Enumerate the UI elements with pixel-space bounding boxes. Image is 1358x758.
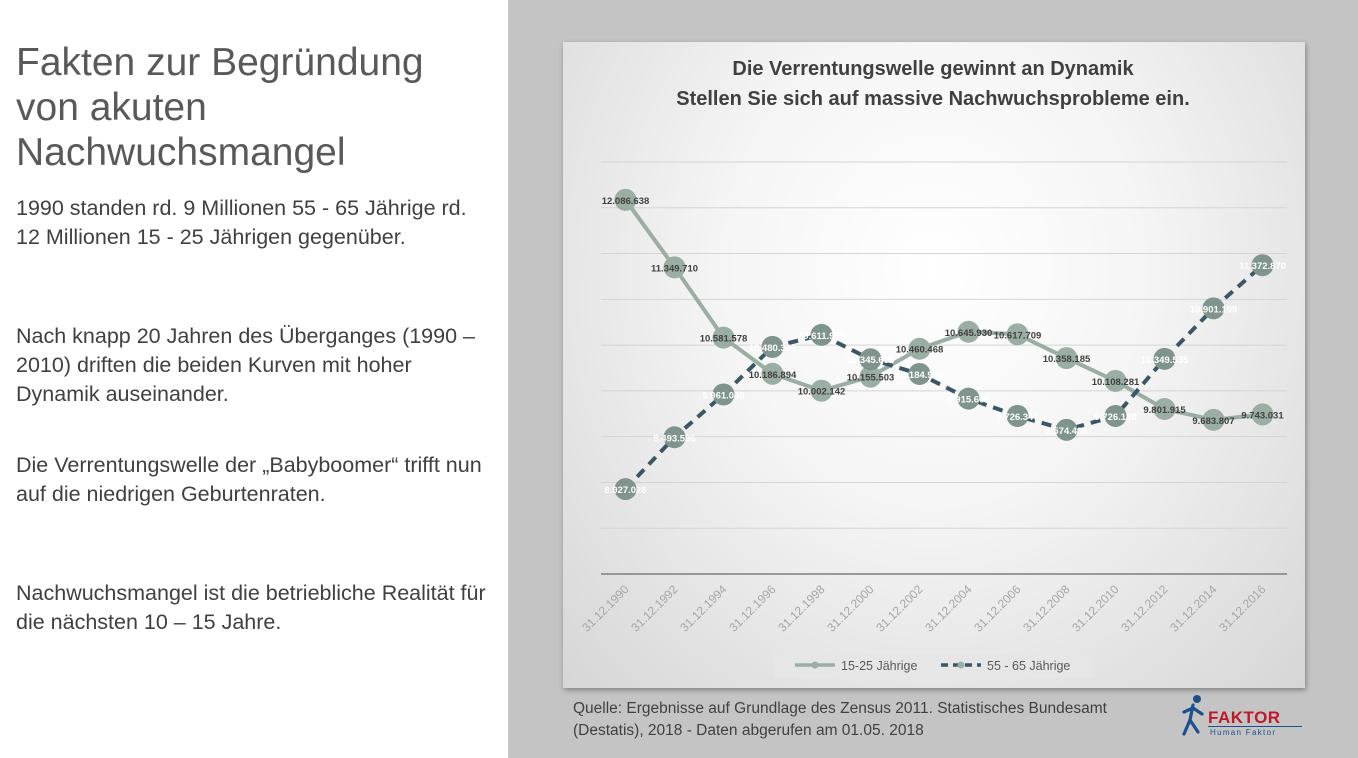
- data-point-s0-4: [810, 379, 833, 402]
- data-label-s0-6: 10.460.468: [896, 345, 944, 356]
- paragraph-4: Nachwuchsmangel ist die betriebliche Rea…: [16, 581, 486, 634]
- logo-divider: [1208, 726, 1302, 727]
- data-label-s1-7: 9.915.606: [947, 395, 989, 406]
- chart-title-line-2: Stellen Sie sich auf massive Nachwuchspr…: [676, 88, 1190, 110]
- data-label-s0-4: 10.002.142: [798, 387, 846, 398]
- data-point-s1-0: [614, 478, 637, 501]
- data-point-s1-5: [859, 348, 882, 371]
- data-label-s1-3: 10.480.332: [749, 343, 797, 354]
- data-label-s0-12: 9.683.807: [1192, 416, 1234, 427]
- faktor-logo: FAKTOR Human Faktor: [1180, 692, 1310, 742]
- data-label-s0-0: 12.086.638: [602, 196, 650, 207]
- x-tick-label: 31.12.1994: [677, 582, 730, 635]
- x-tick-label: 31.12.2014: [1167, 582, 1220, 635]
- data-label-s1-11: 10.349.535: [1141, 355, 1189, 366]
- text-panel: Fakten zur Begründung von akuten Nachwuc…: [0, 0, 508, 758]
- data-label-s1-8: 9.726.347: [996, 412, 1038, 423]
- paragraph-3: Die Verrentungswelle der „Babyboomer“ tr…: [16, 453, 482, 506]
- data-point-s0-13: [1251, 403, 1274, 426]
- data-label-s1-13: 11.372.870: [1239, 261, 1286, 272]
- data-label-s1-10: 9.726.180: [1094, 412, 1136, 423]
- data-label-s0-5: 10.155.503: [847, 373, 895, 384]
- x-tick-label: 31.12.2004: [922, 582, 975, 635]
- x-tick-label: 31.12.2010: [1069, 582, 1122, 635]
- data-label-s1-9: 9.574.494: [1045, 426, 1088, 437]
- data-label-s1-12: 10.901.109: [1190, 304, 1238, 315]
- data-point-s0-10: [1104, 369, 1127, 392]
- x-tick-label: 31.12.2008: [1020, 582, 1073, 635]
- legend-label-55-65: 55 - 65 Jährige: [987, 659, 1070, 673]
- data-label-s1-4: 10.611.957: [798, 331, 845, 342]
- data-point-s0-8: [1006, 323, 1029, 346]
- data-label-s0-13: 9.743.031: [1241, 410, 1284, 421]
- data-point-s1-13: [1251, 254, 1274, 277]
- data-label-s1-6: 10.184.958: [896, 370, 944, 381]
- x-tick-label: 31.12.2016: [1216, 582, 1269, 635]
- x-tick-label: 31.12.2002: [873, 582, 926, 635]
- legend-marker-55-65: [957, 661, 965, 669]
- data-label-s0-8: 10.617.709: [994, 330, 1042, 341]
- logo-subtitle: Human Faktor: [1210, 728, 1277, 737]
- data-point-s1-11: [1153, 347, 1176, 370]
- x-tick-label: 31.12.2012: [1118, 582, 1171, 635]
- data-label-s1-1: 9.493.596: [653, 433, 695, 444]
- data-label-s1-0: 8.927.028: [604, 485, 646, 496]
- data-point-s0-1: [663, 256, 686, 279]
- data-label-s0-2: 10.581.578: [700, 334, 748, 345]
- data-point-s1-8: [1006, 404, 1029, 427]
- line-chart: Die Verrentungswelle gewinnt an Dynamik …: [579, 58, 1287, 678]
- data-label-s0-1: 11.349.710: [651, 263, 698, 274]
- data-point-s0-2: [712, 326, 735, 349]
- data-point-s0-0: [614, 188, 637, 211]
- data-point-s0-5: [859, 365, 882, 388]
- data-point-s1-10: [1104, 404, 1127, 427]
- data-label-s0-10: 10.108.281: [1092, 377, 1140, 388]
- data-point-s0-6: [908, 337, 931, 360]
- data-point-s1-6: [908, 362, 931, 385]
- chart-title-line-1: Die Verrentungswelle gewinnt an Dynamik: [732, 58, 1134, 80]
- chart-card: Die Verrentungswelle gewinnt an Dynamik …: [563, 42, 1305, 688]
- x-tick-label: 31.12.2006: [971, 582, 1024, 635]
- markers: [614, 188, 1274, 501]
- data-label-s0-7: 10.645.930: [945, 328, 993, 339]
- logo-wordmark: FAKTOR: [1208, 708, 1281, 727]
- paragraph-1: 1990 standen rd. 9 Millionen 55 - 65 Jäh…: [16, 196, 467, 249]
- data-point-s0-3: [761, 362, 784, 385]
- data-point-s0-9: [1055, 347, 1078, 370]
- x-tick-label: 31.12.2000: [824, 582, 877, 635]
- legend-marker-15-25: [811, 661, 819, 669]
- data-point-s0-7: [957, 320, 980, 343]
- data-point-s1-1: [663, 426, 686, 449]
- legend: 15-25 Jährige 55 - 65 Jährige: [774, 654, 1092, 678]
- x-tick-label: 31.12.1990: [579, 582, 632, 635]
- data-label-s1-5: 10.345.695: [847, 355, 895, 366]
- paragraph-2: Nach knapp 20 Jahren des Überganges (199…: [16, 324, 475, 406]
- x-tick-label: 31.12.1992: [628, 582, 681, 635]
- data-label-s1-2: 9.961.045: [702, 390, 745, 401]
- data-point-s1-4: [810, 323, 833, 346]
- data-point-s0-11: [1153, 398, 1176, 421]
- series-line-1: [624, 263, 1264, 491]
- source-note: Quelle: Ergebnisse auf Grundlage des Zen…: [573, 700, 1107, 739]
- data-point-s1-9: [1055, 418, 1078, 441]
- data-label-s0-3: 10.186.894: [749, 370, 797, 381]
- x-axis-ticks: 31.12.199031.12.199231.12.199431.12.1996…: [579, 582, 1269, 635]
- x-tick-label: 31.12.1998: [775, 582, 828, 635]
- data-point-s1-3: [761, 335, 784, 358]
- data-point-s1-2: [712, 383, 735, 406]
- legend-label-15-25: 15-25 Jährige: [841, 659, 917, 673]
- x-tick-label: 31.12.1996: [726, 582, 779, 635]
- data-point-s1-12: [1202, 297, 1225, 320]
- data-labels: 12.086.638 11.349.710 10.581.578 10.186.894…: [602, 196, 1286, 496]
- data-label-s0-9: 10.358.185: [1043, 354, 1091, 365]
- running-figure-icon: [1182, 695, 1204, 736]
- gridlines: [601, 161, 1287, 575]
- data-point-s1-7: [957, 387, 980, 410]
- slide-title: Fakten zur Begründung von akuten Nachwuc…: [16, 41, 424, 174]
- data-point-s0-12: [1202, 408, 1225, 431]
- data-label-s0-11: 9.801.915: [1143, 405, 1186, 416]
